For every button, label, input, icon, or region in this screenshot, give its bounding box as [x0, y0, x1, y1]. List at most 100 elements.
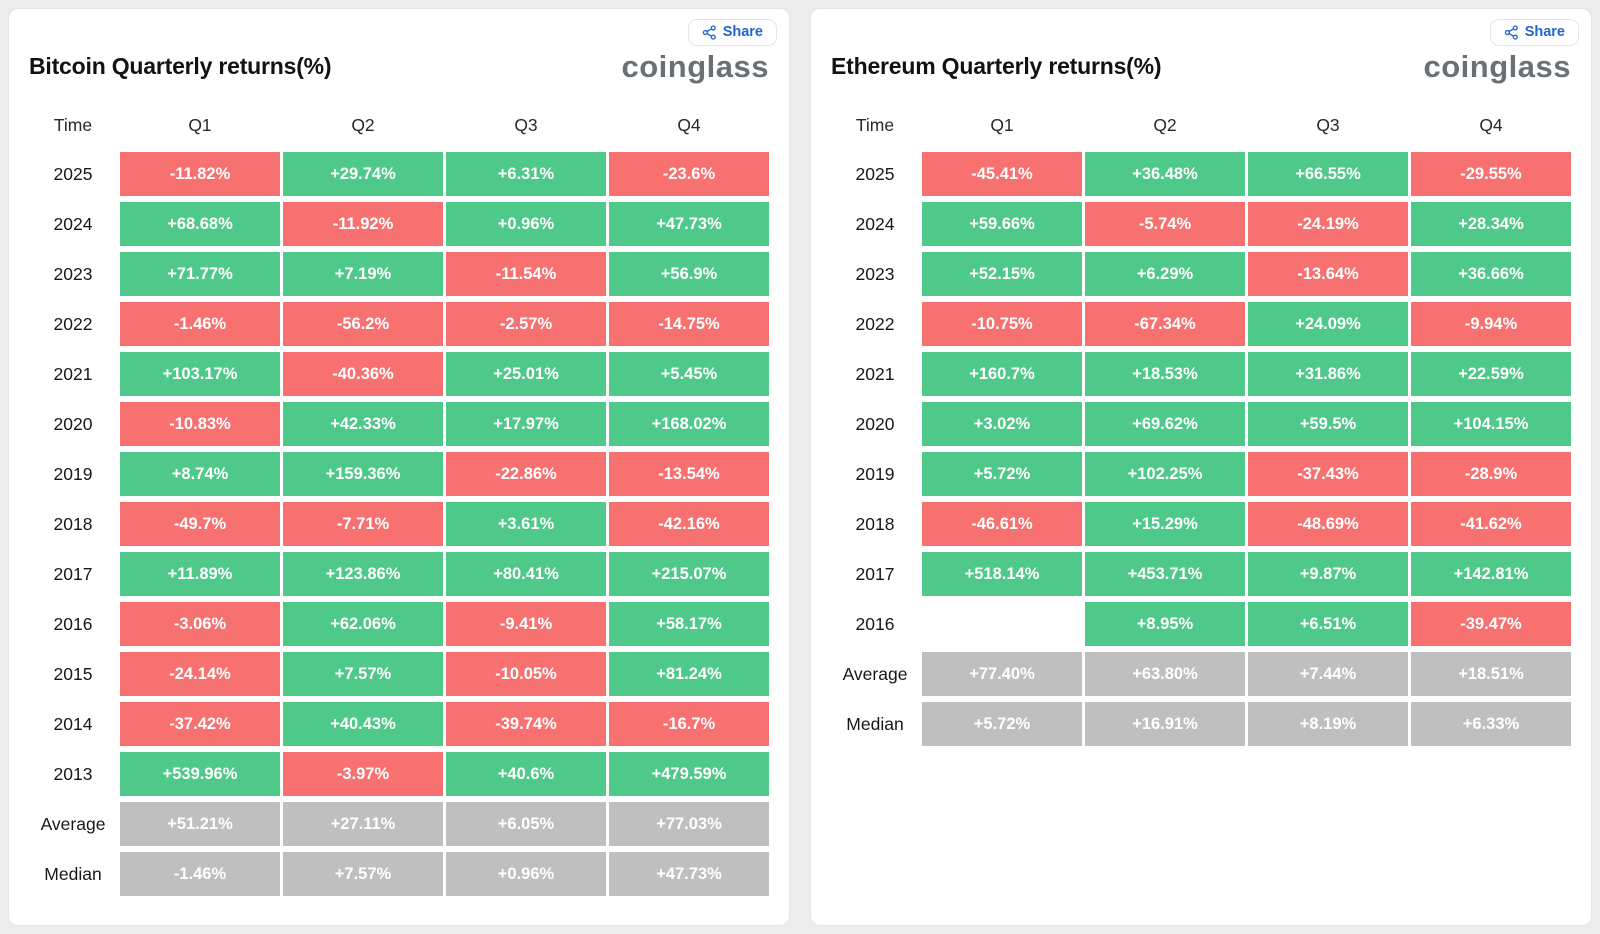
row-label: 2016: [53, 613, 93, 634]
return-cell: +62.06%: [283, 602, 443, 646]
return-cell: -49.7%: [120, 502, 280, 546]
table-row: 2017 +11.89% +123.86% +80.41% +215.07%: [29, 552, 769, 596]
return-cell: +47.73%: [609, 852, 769, 896]
return-cell: -13.54%: [609, 452, 769, 496]
return-cell: +9.87%: [1248, 552, 1408, 596]
return-cell: -24.14%: [120, 652, 280, 696]
return-cell: +51.21%: [120, 802, 280, 846]
card-header: Ethereum Quarterly returns(%) coinglass: [831, 9, 1571, 82]
ethereum-table-title: Ethereum Quarterly returns(%): [831, 53, 1162, 79]
row-label: 2025: [855, 163, 895, 184]
row-label: 2022: [53, 313, 93, 334]
return-cell: +3.61%: [446, 502, 606, 546]
table-row: 2020 -10.83% +42.33% +17.97% +168.02%: [29, 402, 769, 446]
return-cell: +68.68%: [120, 202, 280, 246]
bitcoin-returns-card: Share Bitcoin Quarterly returns(%) coing…: [8, 8, 790, 926]
return-cell: +28.34%: [1411, 202, 1571, 246]
table-row: Median -1.46% +7.57% +0.96% +47.73%: [29, 852, 769, 896]
return-cell: +11.89%: [120, 552, 280, 596]
return-cell: +18.53%: [1085, 352, 1245, 396]
table-row: 2018 -49.7% -7.71% +3.61% -42.16%: [29, 502, 769, 546]
bitcoin-returns-table: Time Q1 Q2 Q3 Q4 2025 -11.82% +29.74% +6.31% -23.…: [29, 108, 769, 896]
table-row: 2019 +8.74% +159.36% -22.86% -13.54%: [29, 452, 769, 496]
return-cell: +8.19%: [1248, 702, 1408, 746]
column-header: Time: [53, 114, 93, 135]
return-cell: +142.81%: [1411, 552, 1571, 596]
return-cell: -3.97%: [283, 752, 443, 796]
share-button-label: Share: [722, 24, 763, 41]
column-header: Q3: [514, 114, 538, 135]
row-label: 2018: [855, 513, 895, 534]
return-cell: -39.74%: [446, 702, 606, 746]
return-cell: +5.72%: [922, 702, 1082, 746]
row-label: 2024: [53, 213, 93, 234]
table-row: 2018 -46.61% +15.29% -48.69% -41.62%: [831, 502, 1571, 546]
return-cell: -29.55%: [1411, 152, 1571, 196]
return-cell: +36.48%: [1085, 152, 1245, 196]
table-row: 2021 +103.17% -40.36% +25.01% +5.45%: [29, 352, 769, 396]
table-row: 2015 -24.14% +7.57% -10.05% +81.24%: [29, 652, 769, 696]
return-cell: +8.95%: [1085, 602, 1245, 646]
row-label: Average: [40, 813, 106, 834]
row-label: 2019: [53, 463, 93, 484]
coinglass-logo: coinglass: [1423, 49, 1571, 84]
return-cell: +518.14%: [922, 552, 1082, 596]
return-cell: -13.64%: [1248, 252, 1408, 296]
share-button[interactable]: Share: [1489, 19, 1579, 46]
row-label: 2021: [855, 363, 895, 384]
return-cell: +0.96%: [446, 202, 606, 246]
return-cell: +160.7%: [922, 352, 1082, 396]
return-cell: +0.96%: [446, 852, 606, 896]
table-row: 2019 +5.72% +102.25% -37.43% -28.9%: [831, 452, 1571, 496]
ethereum-returns-card: Share Ethereum Quarterly returns(%) coin…: [810, 8, 1592, 926]
return-cell: +7.57%: [283, 852, 443, 896]
return-cell: +40.43%: [283, 702, 443, 746]
return-cell: +42.33%: [283, 402, 443, 446]
table-row: Average +77.40% +63.80% +7.44% +18.51%: [831, 652, 1571, 696]
return-cell: -37.43%: [1248, 452, 1408, 496]
column-header: Time: [855, 114, 895, 135]
return-cell: +29.74%: [283, 152, 443, 196]
return-cell: -67.34%: [1085, 302, 1245, 346]
return-cell: -9.41%: [446, 602, 606, 646]
return-cell: -2.57%: [446, 302, 606, 346]
column-header: Q1: [188, 114, 212, 135]
return-cell: -46.61%: [922, 502, 1082, 546]
table-row: 2017 +518.14% +453.71% +9.87% +142.81%: [831, 552, 1571, 596]
return-cell: -5.74%: [1085, 202, 1245, 246]
table-row: Average +51.21% +27.11% +6.05% +77.03%: [29, 802, 769, 846]
return-cell: +69.62%: [1085, 402, 1245, 446]
return-cell: -14.75%: [609, 302, 769, 346]
row-label: 2023: [53, 263, 93, 284]
return-cell: -45.41%: [922, 152, 1082, 196]
row-label: 2014: [53, 713, 93, 734]
return-cell: [922, 602, 1082, 646]
return-cell: +59.5%: [1248, 402, 1408, 446]
table-row: 2021 +160.7% +18.53% +31.86% +22.59%: [831, 352, 1571, 396]
return-cell: -11.54%: [446, 252, 606, 296]
return-cell: -1.46%: [120, 852, 280, 896]
share-icon: [1504, 25, 1519, 40]
return-cell: +77.40%: [922, 652, 1082, 696]
return-cell: +36.66%: [1411, 252, 1571, 296]
ethereum-returns-table: Time Q1 Q2 Q3 Q4 2025 -45.41% +36.48% +66.55% -29…: [831, 108, 1571, 746]
share-button[interactable]: Share: [687, 19, 777, 46]
table-row: 2023 +71.77% +7.19% -11.54% +56.9%: [29, 252, 769, 296]
return-cell: +8.74%: [120, 452, 280, 496]
return-cell: +6.29%: [1085, 252, 1245, 296]
row-label: 2017: [53, 563, 93, 584]
return-cell: +104.15%: [1411, 402, 1571, 446]
return-cell: -7.71%: [283, 502, 443, 546]
return-cell: -1.46%: [120, 302, 280, 346]
return-cell: +215.07%: [609, 552, 769, 596]
return-cell: -23.6%: [609, 152, 769, 196]
return-cell: +47.73%: [609, 202, 769, 246]
row-label: 2023: [855, 263, 895, 284]
return-cell: +63.80%: [1085, 652, 1245, 696]
return-cell: -11.82%: [120, 152, 280, 196]
table-row: 2025 -11.82% +29.74% +6.31% -23.6%: [29, 152, 769, 196]
return-cell: +7.19%: [283, 252, 443, 296]
row-label: 2018: [53, 513, 93, 534]
table-row: 2014 -37.42% +40.43% -39.74% -16.7%: [29, 702, 769, 746]
